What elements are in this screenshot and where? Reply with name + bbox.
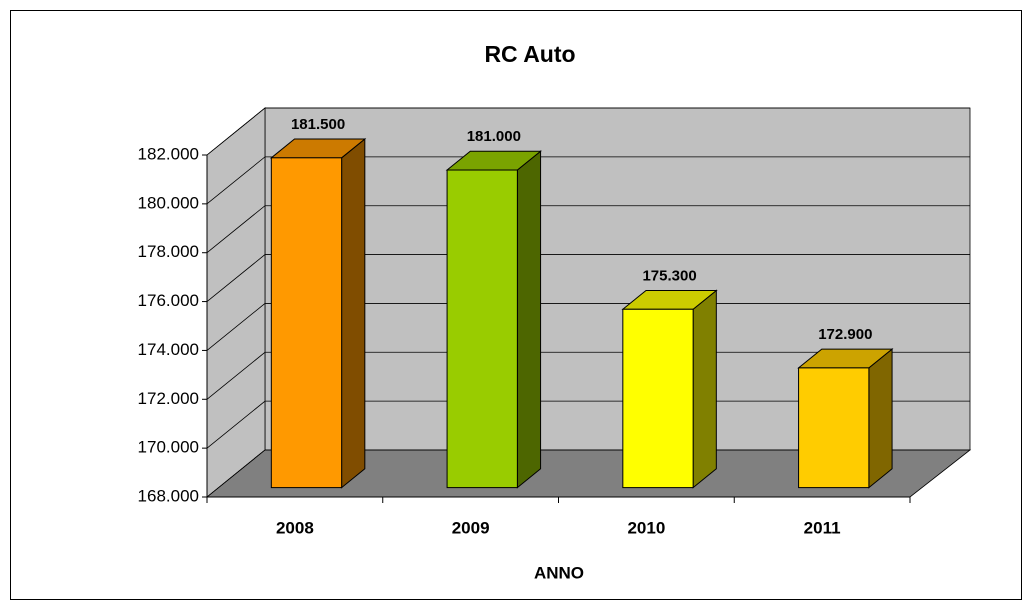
bar-side <box>516 150 542 489</box>
grid-line <box>206 205 970 254</box>
y-tick-label: 176.000 <box>138 291 199 310</box>
y-tick-label: 180.000 <box>138 193 199 212</box>
x-tick-label: 2010 <box>627 518 665 537</box>
y-tick-label: 178.000 <box>138 242 199 261</box>
data-label: 172.900 <box>818 326 872 343</box>
bar <box>798 367 870 489</box>
x-tick-label: 2008 <box>276 518 314 537</box>
y-tick-label: 168.000 <box>138 486 199 505</box>
grid-line <box>206 107 970 156</box>
grid-line <box>206 400 970 449</box>
grid-line <box>206 156 970 205</box>
bar-side <box>692 289 717 489</box>
data-label: 181.500 <box>291 116 345 133</box>
y-tick-label: 182.000 <box>138 144 199 163</box>
x-axis-label: ANNO <box>534 563 584 582</box>
grid-line <box>206 254 970 302</box>
grid-line <box>206 449 970 498</box>
x-tick-label: 2009 <box>452 518 490 537</box>
data-label: 175.300 <box>642 267 696 284</box>
x-tick-label: 2011 <box>804 518 841 537</box>
bar-side <box>341 137 366 489</box>
grid-line <box>206 303 970 351</box>
bar-side <box>868 348 893 489</box>
y-tick-label: 172.000 <box>138 389 199 408</box>
chart-title: RC Auto <box>484 41 575 67</box>
data-label: 181.000 <box>467 128 521 145</box>
grid-line <box>206 351 970 400</box>
y-tick-label: 174.000 <box>138 340 199 359</box>
y-tick-label: 170.000 <box>138 438 199 457</box>
bar <box>446 169 518 489</box>
bar <box>270 157 343 489</box>
bar <box>622 308 694 489</box>
side-wall <box>206 107 266 498</box>
